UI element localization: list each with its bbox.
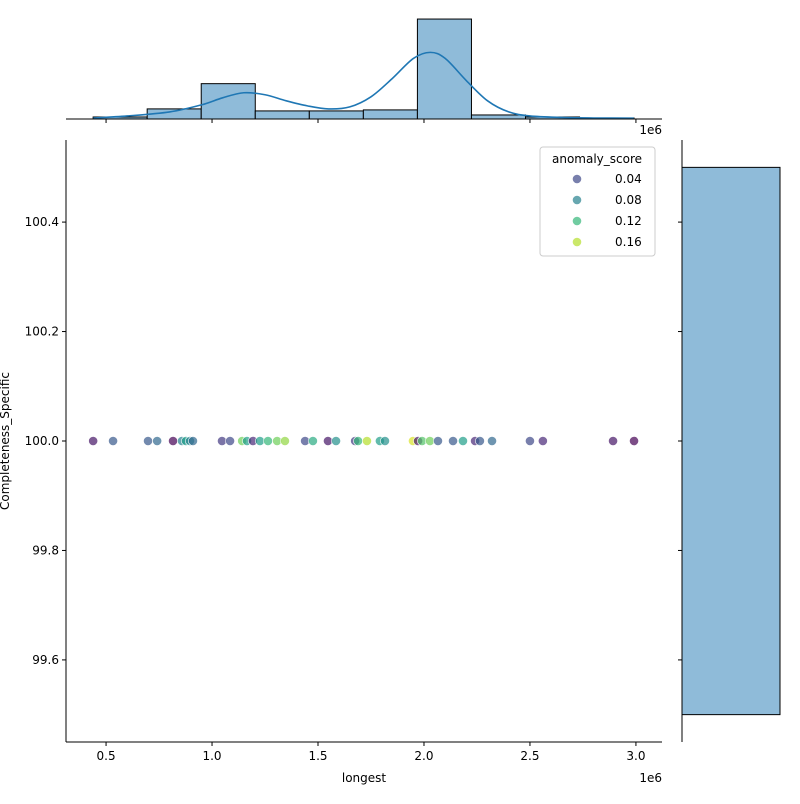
scatter-point <box>88 436 99 446</box>
histogram-bar <box>681 166 781 716</box>
scatter-point <box>143 436 153 446</box>
legend-label: 0.16 <box>615 235 642 249</box>
scatter-point <box>608 436 618 446</box>
marginal-y-histogram <box>678 140 781 742</box>
y-tick-label: 99.8 <box>32 543 59 557</box>
scatter-point <box>308 436 318 446</box>
scatter-point <box>331 436 341 446</box>
histogram-bar <box>470 114 527 120</box>
legend-label: 0.12 <box>615 214 642 228</box>
legend-marker <box>572 195 582 205</box>
marginal-x-histogram <box>66 18 662 123</box>
scatter-point <box>280 436 290 446</box>
histogram-bar <box>308 110 364 120</box>
x-axis-label: longest <box>342 771 387 785</box>
y-tick-label: 100.4 <box>25 215 59 229</box>
scatter-point <box>537 436 548 446</box>
scatter-point <box>225 436 235 446</box>
histogram-bar <box>254 110 310 120</box>
scatter-point <box>108 436 118 446</box>
main-scatter-axes: 0.5 1.0 1.5 2.0 2.5 3.0 99.6 99.8 100.0 100.2 100.… <box>25 140 662 763</box>
legend-marker <box>572 216 582 226</box>
scatter-point <box>188 436 198 446</box>
legend-title: anomaly_score <box>552 152 642 166</box>
scatter-point <box>380 436 390 446</box>
scatter-point <box>458 436 468 446</box>
scatter-point <box>353 436 363 446</box>
scatter-point <box>152 436 163 446</box>
x-offset-label-marginal: 1e6 <box>639 123 662 137</box>
legend-label: 0.04 <box>615 172 642 186</box>
scatter-point <box>629 436 639 446</box>
histogram-bar <box>416 18 472 120</box>
scatter-point <box>362 436 372 446</box>
x-tick-label: 3.0 <box>626 749 645 763</box>
x-tick-label: 1.0 <box>202 749 221 763</box>
x-tick-label: 0.5 <box>97 749 116 763</box>
legend-label: 0.08 <box>615 193 642 207</box>
scatter-point <box>475 436 485 446</box>
x-tick-label: 2.0 <box>414 749 433 763</box>
x-tick-label: 2.5 <box>520 749 539 763</box>
scatter-point <box>448 436 458 446</box>
scatter-point <box>487 436 497 446</box>
y-tick-label: 100.0 <box>25 434 59 448</box>
scatter-point <box>168 436 178 446</box>
x-tick-label: 1.5 <box>308 749 327 763</box>
scatter-point <box>263 436 273 446</box>
histogram-bar <box>200 83 256 120</box>
y-axis-label: Completeness_Specific <box>0 372 12 510</box>
scatter-point <box>525 436 535 446</box>
y-tick-label: 100.2 <box>25 325 59 339</box>
legend: anomaly_score 0.04 0.08 0.12 0.16 <box>539 146 656 257</box>
legend-marker <box>572 174 582 184</box>
x-offset-label-main: 1e6 <box>639 771 662 785</box>
scatter-point <box>433 436 443 446</box>
legend-marker <box>572 237 582 247</box>
histogram-bar <box>362 109 418 120</box>
legend-box <box>539 146 656 257</box>
y-tick-label: 99.6 <box>32 653 59 667</box>
kde-curve <box>93 51 634 119</box>
